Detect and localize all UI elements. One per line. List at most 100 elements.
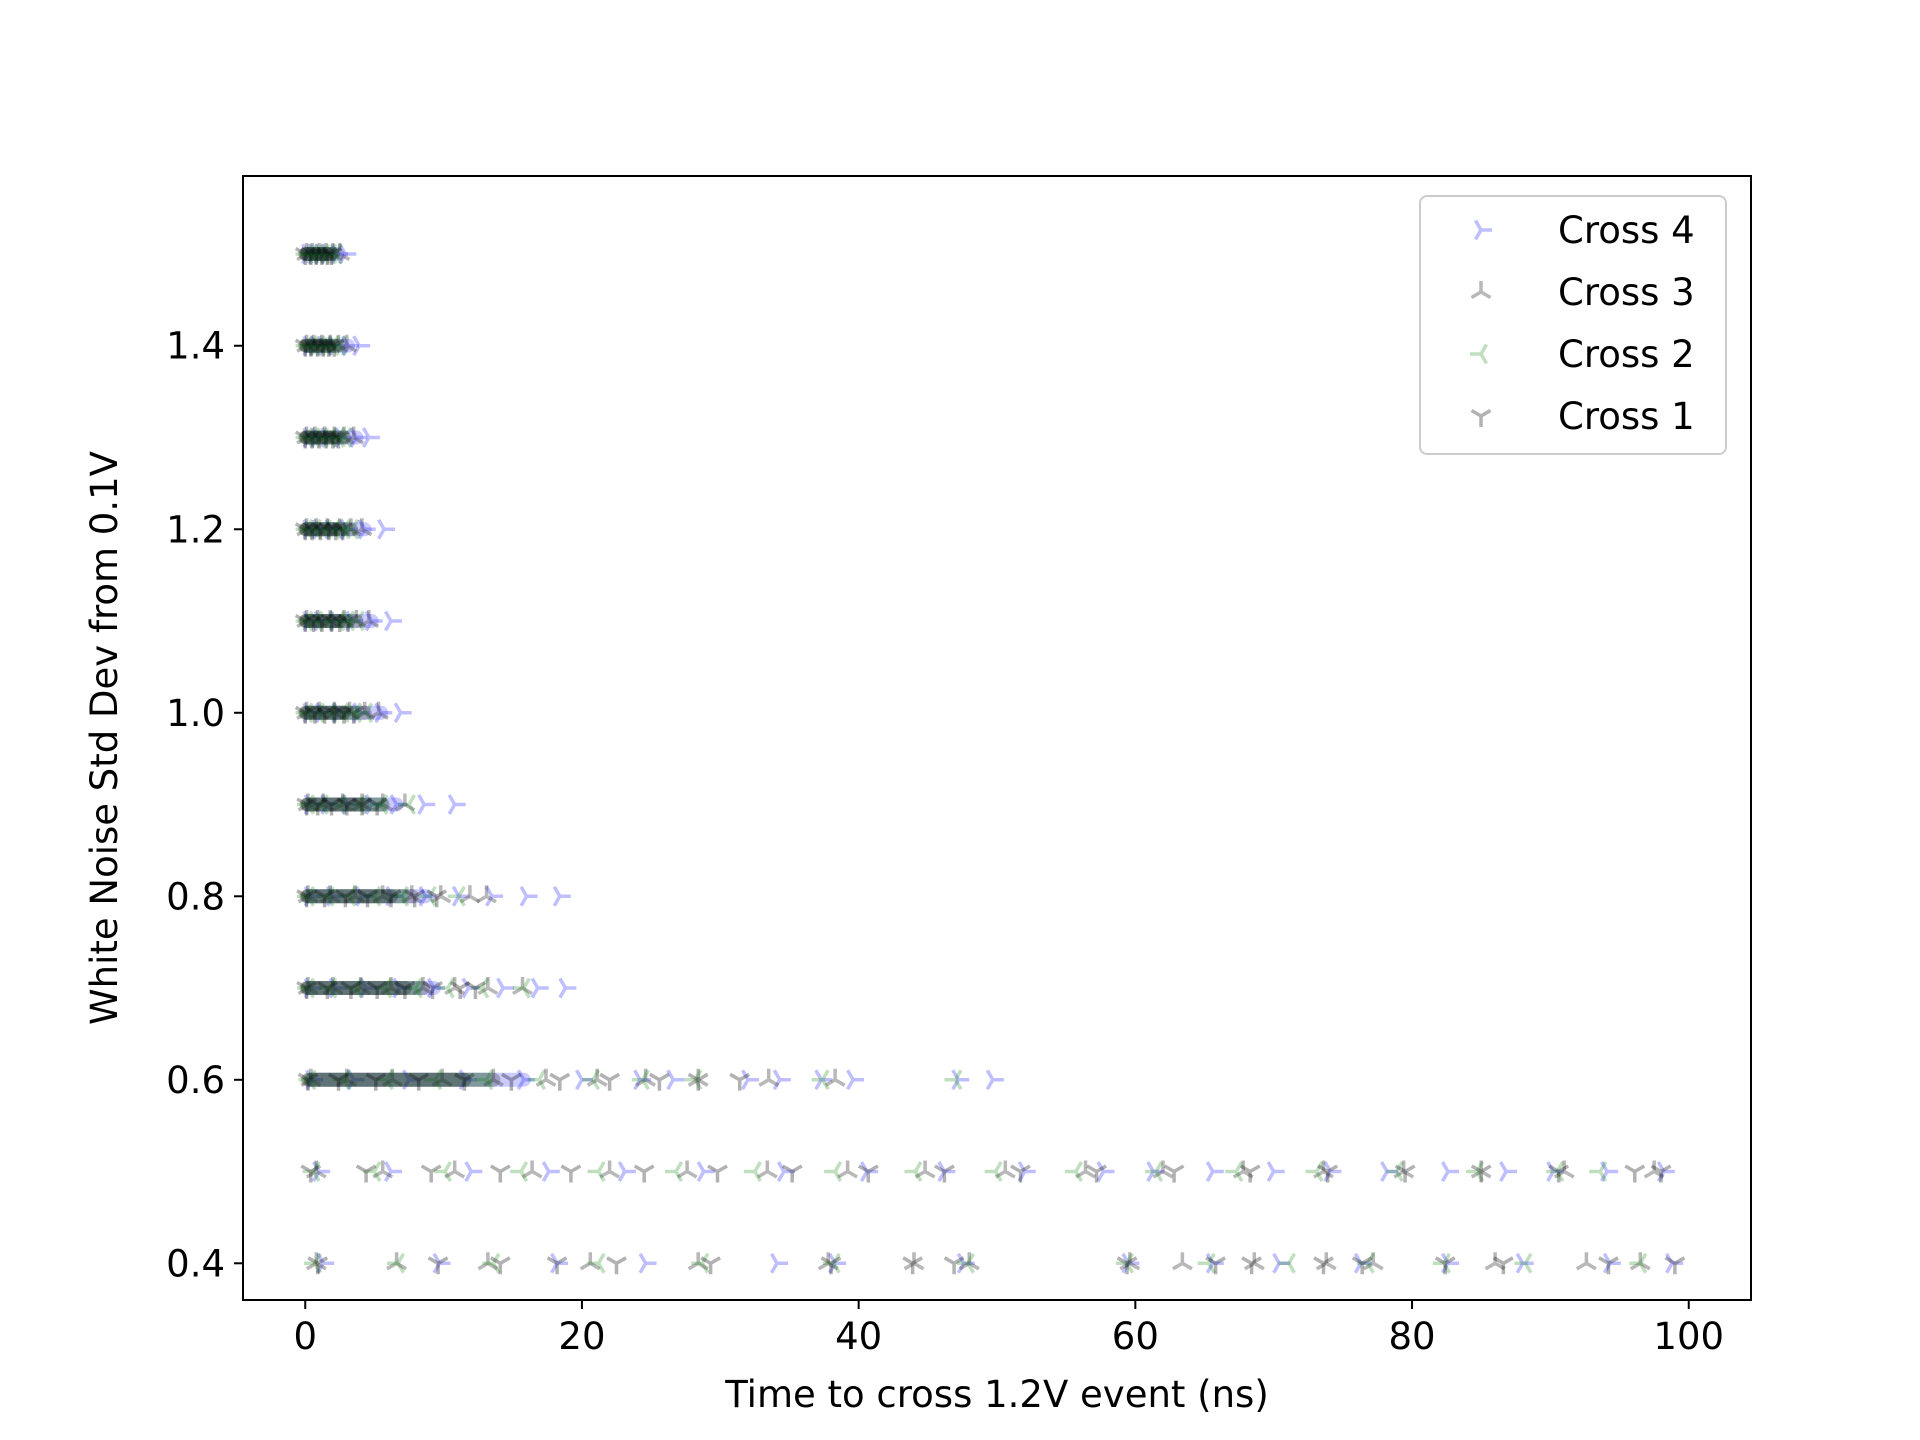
data-point [352,335,371,357]
data-point [471,977,490,999]
data-point [297,793,319,812]
data-point [1305,1161,1324,1182]
data-point [328,335,347,357]
data-point [1548,1164,1570,1183]
data-point [315,430,337,449]
data-point [305,610,324,632]
data-point [1323,1161,1342,1182]
data-point [458,1069,477,1091]
data-point [1470,1164,1492,1183]
data-point [296,243,318,262]
data-point [846,1069,865,1091]
data-point [393,702,412,724]
data-point [1086,1164,1107,1183]
data-point [355,1164,377,1183]
data-point [296,797,318,816]
data-point [366,980,388,999]
data-point [308,430,330,449]
data-point [426,977,445,999]
data-point [1313,1160,1334,1179]
data-point [317,518,338,537]
data-point [295,702,314,724]
legend-label: Cross 1 [1558,395,1695,438]
data-point [424,1069,443,1091]
data-point [323,701,345,720]
data-point [322,243,344,262]
data-point [357,889,378,908]
data-point [325,522,347,541]
data-point [550,1252,569,1274]
data-point [294,705,316,724]
data-point [302,702,321,724]
data-point [319,427,338,448]
data-point [449,980,471,999]
data-point [1353,1252,1372,1274]
data-point [294,246,316,265]
data-point [401,1069,420,1091]
data-point [1152,1160,1174,1179]
data-point [904,1161,923,1182]
data-point [1277,1252,1296,1274]
data-point [334,427,353,448]
data-point [297,977,319,996]
data-point [306,243,325,265]
data-point [312,518,331,540]
data-point [312,338,334,357]
data-point [1145,1161,1164,1182]
data-point [1313,1256,1334,1275]
data-point [303,794,322,815]
data-point [346,1069,365,1091]
data-point [477,1252,499,1271]
data-point [319,243,338,265]
data-point [372,793,394,812]
data-point [309,335,328,357]
data-point [324,518,343,540]
data-point [310,794,329,815]
data-point [372,1160,394,1179]
data-point [302,1161,321,1182]
legend-marker [1473,219,1492,241]
data-point [1643,1160,1665,1179]
data-point [422,980,443,999]
data-point [1546,1161,1565,1182]
data-point [1393,1160,1415,1179]
data-point [464,1161,483,1182]
data-point [483,1068,504,1087]
data-point [1351,1256,1373,1275]
data-point [332,793,353,812]
data-point [368,701,389,720]
data-point [327,427,346,448]
data-point [956,1252,975,1274]
data-point [315,335,334,357]
data-point [1514,1252,1533,1274]
data-point [937,1161,956,1182]
data-point [296,980,318,999]
data-point [587,1161,606,1182]
data-point [606,1256,627,1275]
data-point [323,426,345,445]
data-point [984,1161,1003,1182]
data-point [319,334,341,353]
legend-marker [1470,343,1489,365]
data-point [444,977,466,996]
data-point [859,1161,878,1182]
data-point [316,885,335,907]
data-point [327,610,346,632]
data-point [295,335,314,357]
data-point [394,980,416,999]
data-point [328,977,347,999]
data-point [530,977,549,999]
data-point [307,610,329,629]
data-point [943,1256,965,1275]
data-point [814,1069,833,1091]
data-point [434,1161,453,1182]
x-tick-label: 40 [835,1315,882,1358]
data-point [1225,1161,1244,1182]
data-point [822,1252,841,1274]
data-point [418,885,437,907]
data-point [781,1164,803,1183]
data-point [329,518,351,537]
data-point [315,243,337,262]
data-point [1241,1256,1262,1275]
